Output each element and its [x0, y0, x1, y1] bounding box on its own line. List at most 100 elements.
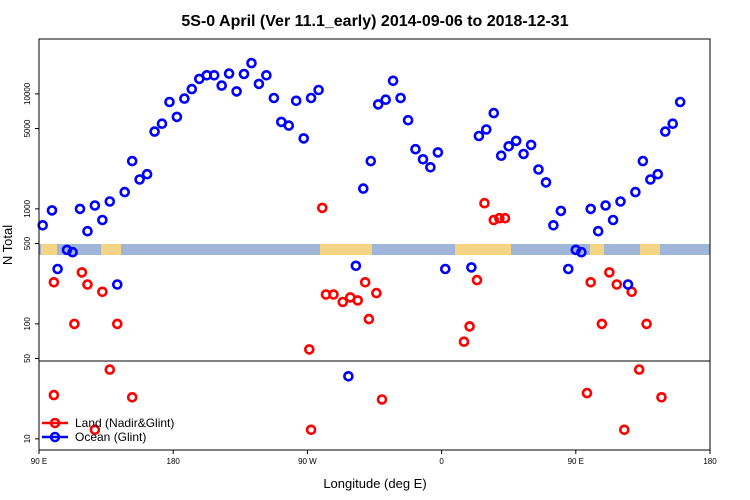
ocean-point: [585, 203, 597, 215]
ocean-point: [417, 154, 429, 165]
legend: Land (Nadir&Glint) Ocean (Glint): [42, 416, 174, 444]
ocean-point: [540, 177, 552, 188]
land-point: [499, 212, 511, 224]
ocean-point: [253, 78, 265, 90]
ocean-point: [61, 244, 73, 256]
ocean-point: [74, 203, 86, 215]
land-point: [479, 197, 490, 209]
ocean-point: [52, 263, 63, 275]
ocean-point: [473, 130, 485, 142]
y-axis-ticks: 10 50 100 500 1000 5000 10000: [23, 82, 39, 443]
ocean-point: [246, 57, 257, 69]
land-point: [126, 391, 138, 403]
x-tick-label: 90 E: [568, 457, 584, 466]
ocean-point: [268, 92, 280, 104]
land-point: [641, 318, 652, 330]
land-point: [376, 394, 388, 405]
x-tick-label: 90 E: [31, 457, 47, 466]
ocean-point: [570, 244, 582, 256]
map-land-patch-4: [455, 244, 511, 255]
land-point: [471, 274, 483, 286]
y-tick-label: 100: [23, 317, 32, 331]
y-tick-label: 10000: [23, 82, 32, 105]
ocean-point: [592, 225, 604, 237]
y-axis-label: N Total: [0, 225, 15, 265]
ocean-point: [439, 263, 451, 275]
land-point: [611, 279, 623, 290]
ocean-point: [533, 164, 544, 175]
ocean-point: [495, 150, 507, 161]
ocean-point: [615, 196, 626, 207]
series-ocean: [37, 57, 686, 382]
land-point: [581, 387, 593, 399]
map-band: [39, 244, 710, 255]
ocean-point: [387, 75, 399, 87]
ocean-point: [156, 118, 168, 129]
ocean-point: [576, 246, 587, 258]
ocean-point: [365, 155, 377, 167]
ocean-point: [179, 93, 190, 104]
ocean-point: [104, 196, 116, 207]
land-point: [464, 321, 475, 332]
ocean-point: [652, 168, 664, 180]
land-point: [89, 424, 101, 436]
land-point: [585, 276, 597, 288]
land-point: [316, 202, 328, 214]
land-point: [48, 276, 60, 288]
y-tick-label: 500: [23, 236, 32, 250]
land-point: [371, 287, 382, 299]
ocean-point: [283, 120, 295, 131]
ocean-point: [223, 68, 235, 79]
ocean-point: [350, 260, 362, 272]
ocean-point: [164, 96, 175, 108]
y-tick-label: 50: [23, 353, 32, 362]
ocean-point: [119, 186, 130, 198]
ocean-point: [372, 99, 384, 110]
land-point: [352, 295, 364, 306]
map-land-patch-2: [101, 244, 121, 255]
ocean-point: [402, 114, 414, 126]
ocean-point: [488, 107, 500, 119]
ocean-point: [525, 139, 537, 151]
x-axis-ticks: 90 E 180 90 W 0 90 E 180: [31, 450, 717, 466]
land-point: [305, 424, 317, 436]
x-axis-label: Longitude (deg E): [323, 476, 426, 491]
ocean-point: [208, 70, 220, 81]
ocean-point: [510, 135, 522, 147]
ocean-point: [112, 279, 123, 290]
ocean-point: [432, 147, 444, 158]
ocean-point: [645, 174, 656, 185]
plot-frame: [38, 38, 711, 451]
ocean-point: [637, 155, 649, 167]
ocean-point: [97, 214, 108, 226]
ocean-point: [298, 133, 310, 144]
ocean-point: [141, 168, 153, 180]
x-tick-label: 0: [439, 457, 444, 466]
land-point: [97, 286, 108, 298]
land-point: [337, 296, 349, 308]
ocean-point: [216, 80, 227, 91]
land-point: [596, 318, 608, 330]
ocean-point: [659, 126, 671, 137]
ocean-point: [518, 148, 529, 160]
land-point: [82, 279, 93, 290]
ocean-point: [607, 214, 619, 226]
ocean-point: [231, 86, 242, 97]
series-land: [48, 197, 667, 436]
points-layer: [37, 57, 686, 436]
ocean-point: [466, 262, 477, 273]
ocean-point: [171, 111, 183, 123]
land-point: [618, 424, 630, 436]
map-land-patch-6: [640, 244, 660, 255]
ocean-point: [395, 92, 406, 104]
ocean-point: [503, 141, 515, 152]
ocean-point: [480, 124, 492, 135]
ocean-point: [600, 200, 611, 211]
land-point: [112, 318, 123, 330]
ocean-point: [555, 205, 567, 217]
x-tick-label: 180: [167, 457, 181, 466]
ocean-point: [562, 263, 574, 275]
map-ocean-band: [39, 244, 710, 255]
legend-ocean-label: Ocean (Glint): [75, 430, 146, 444]
